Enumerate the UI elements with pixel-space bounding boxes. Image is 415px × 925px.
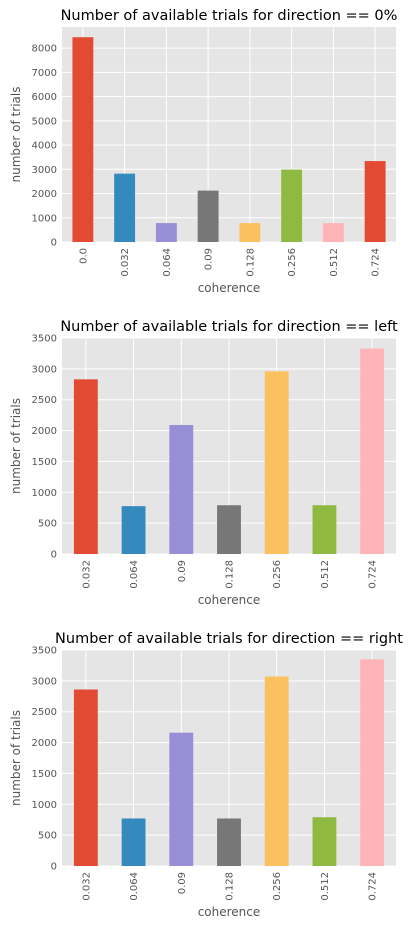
plot-area [62, 27, 396, 242]
y-tick-label: 0 [51, 238, 57, 249]
y-tick-label: 8000 [32, 44, 57, 55]
bar-0.128 [239, 223, 261, 242]
x-tick-label: 0.256 [287, 248, 298, 277]
y-tick-label: 7000 [32, 68, 57, 79]
chart-title: Number of available trials for direction… [61, 8, 398, 24]
bar-0.512 [322, 223, 344, 242]
chart-2: 0 500 1000 1500 2000 2500 3000 3500 0.032 0.064 0.… [9, 631, 403, 919]
bar-0.032 [73, 689, 98, 866]
bar-0.256 [264, 676, 289, 866]
x-tick-label: 0.032 [81, 560, 92, 589]
x-tick-label: 0.064 [129, 872, 140, 901]
x-tick-label: 0.032 [120, 248, 131, 277]
x-tick-label: 0.128 [225, 872, 236, 901]
y-tick-label: 500 [38, 519, 57, 530]
y-axis-label: number of trials [9, 710, 23, 806]
bar-0.128 [217, 505, 241, 554]
bar-0.09 [169, 732, 194, 866]
x-tick-label: 0.512 [320, 872, 331, 901]
bar-0.064 [155, 223, 177, 242]
y-tick-label: 2000 [32, 738, 57, 749]
x-tick-label: 0.512 [329, 248, 340, 277]
y-tick-label: 0 [51, 550, 57, 561]
x-tick-label: 0.256 [272, 560, 283, 589]
bar-0.064 [121, 818, 146, 866]
chart-0: 0 1000 2000 3000 4000 5000 6000 7000 8000 0.0 0.03… [9, 8, 397, 295]
y-axis-label: number of trials [9, 87, 23, 183]
x-tick-label: 0.256 [272, 872, 283, 901]
bar-0.064 [121, 506, 146, 554]
x-axis-label: coherence [198, 593, 261, 607]
x-tick-label: 0.512 [320, 560, 331, 589]
bar-0.09 [169, 425, 194, 554]
x-tick-label: 0.032 [81, 872, 92, 901]
y-tick-label: 1000 [32, 800, 57, 811]
x-tick-label: 0.09 [177, 872, 188, 894]
y-tick-label: 4000 [32, 141, 57, 152]
bar-0.724 [364, 161, 386, 242]
y-tick-label: 500 [38, 831, 57, 842]
y-tick-label: 5000 [32, 116, 57, 127]
bar-0.0 [72, 37, 94, 242]
x-tick-label: 0.724 [371, 248, 382, 277]
x-axis-label: coherence [198, 905, 261, 919]
chart-title: Number of available trials for direction… [55, 631, 403, 647]
y-tick-label: 2500 [32, 395, 57, 406]
x-tick-label: 0.128 [245, 248, 256, 277]
x-tick-label: 0.0 [78, 248, 89, 264]
x-tick-label: 0.724 [368, 872, 379, 901]
y-tick-label: 2000 [32, 426, 57, 437]
y-tick-label: 6000 [32, 92, 57, 103]
chart-1: 0 500 1000 1500 2000 2500 3000 3500 0.032 0.064 0.… [9, 319, 398, 607]
bar-0.512 [312, 817, 337, 866]
bar-0.032 [73, 379, 98, 554]
bar-0.032 [114, 173, 136, 242]
y-tick-label: 3000 [32, 364, 57, 375]
y-tick-label: 2500 [32, 707, 57, 718]
bar-0.128 [217, 818, 241, 866]
y-tick-label: 3500 [32, 334, 57, 345]
bar-0.256 [281, 169, 303, 242]
y-tick-label: 0 [51, 862, 57, 873]
bar-0.724 [360, 659, 385, 866]
y-axis-label: number of trials [9, 398, 23, 494]
x-tick-label: 0.064 [162, 248, 173, 277]
bar-0.724 [360, 348, 385, 554]
x-tick-label: 0.09 [177, 560, 188, 582]
x-tick-label: 0.09 [204, 248, 215, 270]
x-tick-label: 0.724 [368, 560, 379, 589]
chart-title: Number of available trials for direction… [60, 319, 398, 335]
x-tick-label: 0.128 [225, 560, 236, 589]
y-tick-label: 2000 [32, 189, 57, 200]
y-tick-label: 3500 [32, 646, 57, 657]
y-tick-label: 1000 [32, 488, 57, 499]
x-tick-label: 0.064 [129, 560, 140, 589]
bar-0.09 [197, 190, 219, 242]
y-tick-label: 3000 [32, 165, 57, 176]
y-tick-label: 1000 [32, 213, 57, 224]
y-tick-label: 1500 [32, 457, 57, 468]
bar-0.512 [312, 505, 337, 554]
y-tick-label: 1500 [32, 769, 57, 780]
y-tick-label: 3000 [32, 676, 57, 687]
bar-0.256 [264, 371, 289, 554]
x-axis-label: coherence [198, 281, 261, 295]
